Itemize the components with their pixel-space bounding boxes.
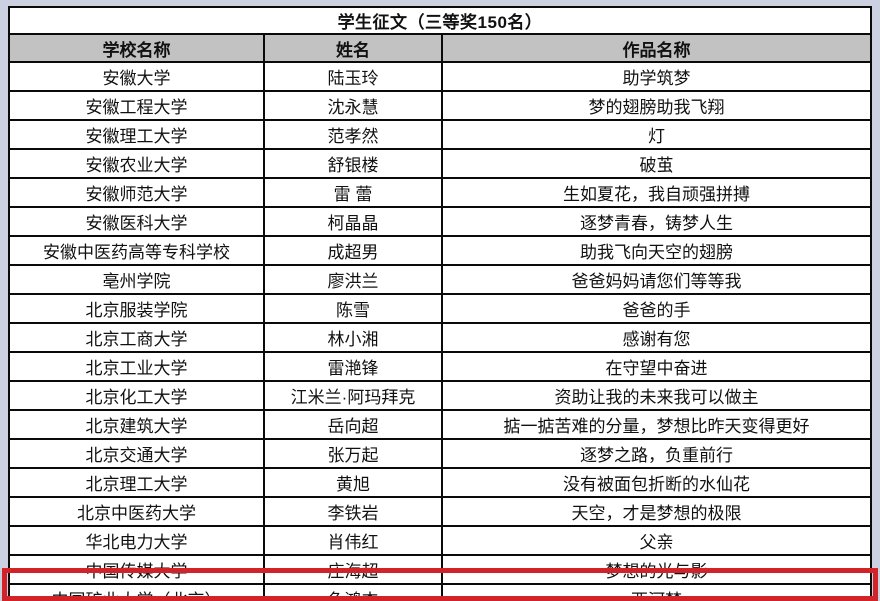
cell-name: 柯晶晶	[263, 206, 443, 237]
cell-school: 中国矿业大学（北京）	[8, 583, 265, 601]
table-header-row: 学校名称 姓名 作品名称	[8, 33, 872, 63]
cell-work: 灯	[441, 119, 872, 150]
cell-name: 林小湘	[263, 322, 443, 353]
cell-school: 亳州学院	[8, 264, 265, 295]
table-row: 安徽医科大学 柯晶晶 逐梦青春，铸梦人生	[8, 206, 872, 237]
cell-work: 逐梦青春，铸梦人生	[441, 206, 872, 237]
cell-school: 北京建筑大学	[8, 409, 265, 440]
cell-school: 北京理工大学	[8, 467, 265, 498]
cell-work: 资助让我的未来我可以做主	[441, 380, 872, 411]
cell-work: 在守望中奋进	[441, 351, 872, 382]
table-row: 北京化工大学 江米兰·阿玛拜克 资助让我的未来我可以做主	[8, 380, 872, 411]
cell-name: 成超男	[263, 235, 443, 266]
cell-school: 北京化工大学	[8, 380, 265, 411]
cell-name: 雷 蕾	[263, 177, 443, 208]
cell-school: 安徽中医药高等专科学校	[8, 235, 265, 266]
cell-name: 李铁岩	[263, 496, 443, 527]
cell-name: 陈雪	[263, 293, 443, 324]
table-row: 北京工商大学 林小湘 感谢有您	[8, 322, 872, 353]
table-row: 中国矿业大学（北京） 鱼鸿杰 西河梦	[8, 583, 872, 601]
cell-name: 廖洪兰	[263, 264, 443, 295]
cell-school: 北京工业大学	[8, 351, 265, 382]
table-row: 中国传媒大学 庄海超 梦想的光与影	[8, 554, 872, 585]
cell-name: 肖伟红	[263, 525, 443, 556]
table-row: 北京工业大学 雷滟锋 在守望中奋进	[8, 351, 872, 382]
cell-work: 爸爸的手	[441, 293, 872, 324]
cell-name: 江米兰·阿玛拜克	[263, 380, 443, 411]
cell-school: 北京交通大学	[8, 438, 265, 469]
cell-name: 舒银楼	[263, 148, 443, 179]
table-row: 安徽中医药高等专科学校 成超男 助我飞向天空的翅膀	[8, 235, 872, 266]
cell-work: 掂一掂苦难的分量，梦想比昨天变得更好	[441, 409, 872, 440]
cell-work: 梦的翅膀助我飞翔	[441, 90, 872, 121]
cell-school: 北京服装学院	[8, 293, 265, 324]
table-title-row: 学生征文（三等奖150名）	[8, 6, 872, 35]
cell-name: 黄旭	[263, 467, 443, 498]
cell-work: 破茧	[441, 148, 872, 179]
cell-work: 助我飞向天空的翅膀	[441, 235, 872, 266]
table-row: 亳州学院 廖洪兰 爸爸妈妈请您们等等我	[8, 264, 872, 295]
cell-school: 安徽医科大学	[8, 206, 265, 237]
cell-work: 天空，才是梦想的极限	[441, 496, 872, 527]
cell-school: 北京工商大学	[8, 322, 265, 353]
table-row: 北京服装学院 陈雪 爸爸的手	[8, 293, 872, 324]
cell-work: 西河梦	[441, 583, 872, 601]
award-table-container: 学生征文（三等奖150名） 学校名称 姓名 作品名称 安徽大学 陆玉玲 助学筑梦 安徽…	[8, 6, 872, 601]
table-row: 安徽师范大学雷 蕾生如夏花，我自顽强拼搏	[8, 177, 872, 208]
cell-name: 范孝然	[263, 119, 443, 150]
cell-work: 没有被面包折断的水仙花	[441, 467, 872, 498]
cell-school: 中国传媒大学	[8, 554, 265, 585]
column-header-name: 姓名	[263, 33, 443, 63]
cell-work: 梦想的光与影	[441, 554, 872, 585]
table-row: 华北电力大学 肖伟红 父亲	[8, 525, 872, 556]
award-table: 学生征文（三等奖150名） 学校名称 姓名 作品名称 安徽大学 陆玉玲 助学筑梦 安徽…	[8, 6, 872, 601]
table-row: 北京中医药大学 李铁岩 天空，才是梦想的极限	[8, 496, 872, 527]
cell-school: 华北电力大学	[8, 525, 265, 556]
cell-name: 岳向超	[263, 409, 443, 440]
cell-name: 庄海超	[263, 554, 443, 585]
table-row: 北京理工大学 黄旭 没有被面包折断的水仙花	[8, 467, 872, 498]
cell-work: 助学筑梦	[441, 61, 872, 92]
cell-work: 爸爸妈妈请您们等等我	[441, 264, 872, 295]
table-row: 安徽农业大学 舒银楼 破茧	[8, 148, 872, 179]
cell-name: 沈永慧	[263, 90, 443, 121]
table-row: 安徽理工大学 范孝然灯	[8, 119, 872, 150]
cell-school: 安徽农业大学	[8, 148, 265, 179]
cell-school: 安徽大学	[8, 61, 265, 92]
column-header-school: 学校名称	[8, 33, 265, 63]
table-row: 安徽工程大学 沈永慧 梦的翅膀助我飞翔	[8, 90, 872, 121]
table-row: 北京建筑大学 岳向超 掂一掂苦难的分量，梦想比昨天变得更好	[8, 409, 872, 440]
cell-work: 感谢有您	[441, 322, 872, 353]
cell-school: 安徽师范大学	[8, 177, 265, 208]
table-row: 北京交通大学 张万起 逐梦之路，负重前行	[8, 438, 872, 469]
table-row: 安徽大学 陆玉玲 助学筑梦	[8, 61, 872, 92]
cell-work: 逐梦之路，负重前行	[441, 438, 872, 469]
cell-name: 张万起	[263, 438, 443, 469]
cell-name: 雷滟锋	[263, 351, 443, 382]
cell-school: 北京中医药大学	[8, 496, 265, 527]
cell-work: 生如夏花，我自顽强拼搏	[441, 177, 872, 208]
cell-work: 父亲	[441, 525, 872, 556]
table-body: 安徽大学 陆玉玲 助学筑梦 安徽工程大学 沈永慧 梦的翅膀助我飞翔 安徽理工大学 范孝然灯安徽…	[8, 61, 872, 601]
cell-school: 安徽理工大学	[8, 119, 265, 150]
cell-name: 鱼鸿杰	[263, 583, 443, 601]
cell-name: 陆玉玲	[263, 61, 443, 92]
table-title: 学生征文（三等奖150名）	[8, 6, 872, 35]
column-header-work: 作品名称	[441, 33, 872, 63]
cell-school: 安徽工程大学	[8, 90, 265, 121]
